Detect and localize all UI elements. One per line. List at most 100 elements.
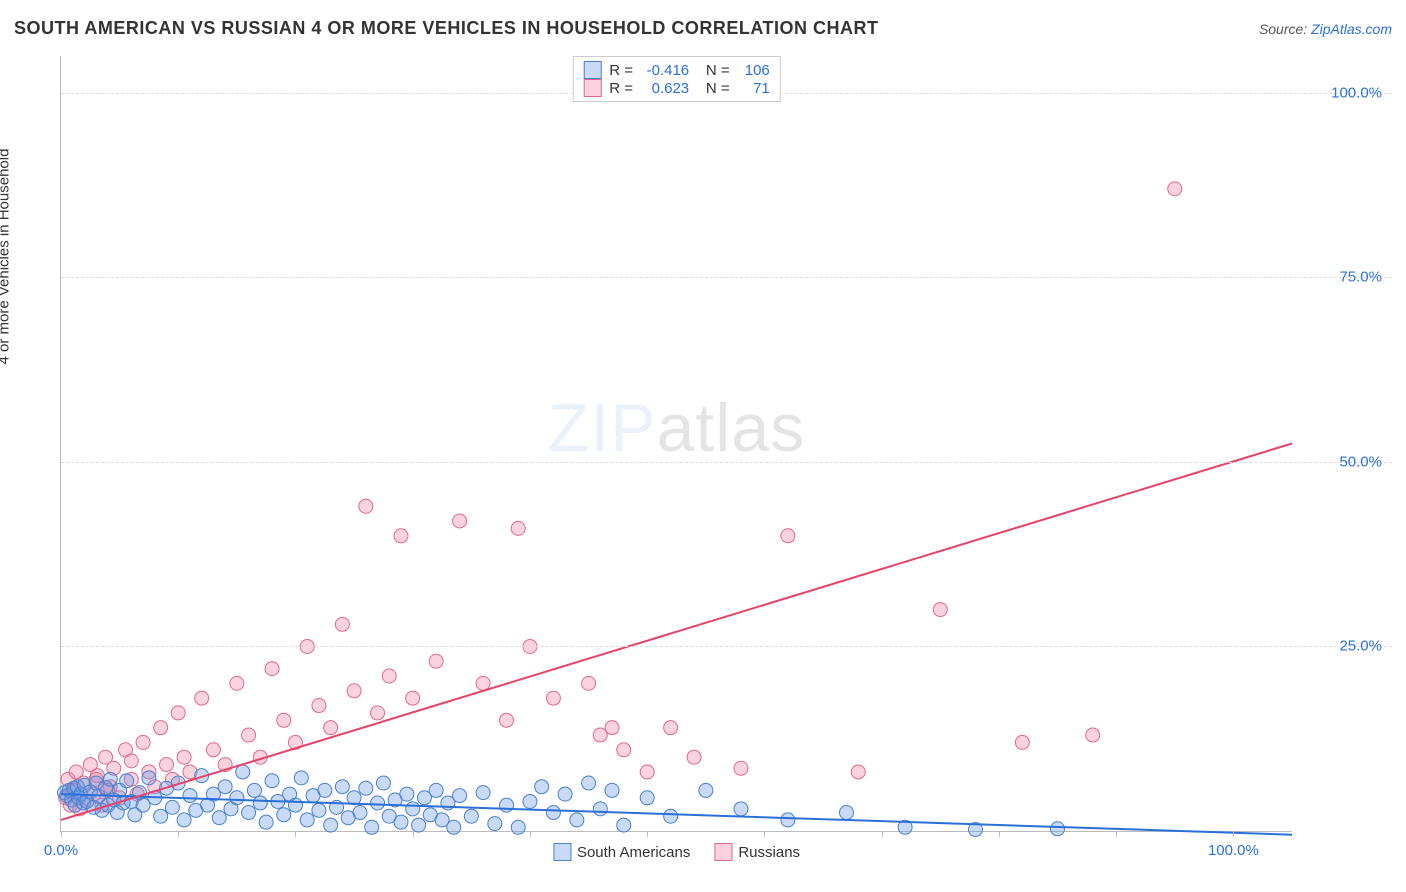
data-point: [242, 728, 256, 742]
source-prefix: Source:: [1259, 21, 1311, 37]
xtick: [61, 831, 62, 837]
data-point: [546, 691, 560, 705]
data-point: [429, 654, 443, 668]
ytick-label: 75.0%: [1339, 269, 1382, 286]
data-point: [453, 514, 467, 528]
gridline: [61, 277, 1392, 278]
data-point: [218, 780, 232, 794]
y-axis-label: 4 or more Vehicles in Household: [0, 149, 13, 365]
data-point: [1086, 728, 1100, 742]
data-point: [359, 781, 373, 795]
data-point: [582, 776, 596, 790]
legend-row-russians: R = 0.623 N = 71: [583, 79, 770, 97]
data-point: [476, 676, 490, 690]
data-point: [605, 721, 619, 735]
data-point: [335, 780, 349, 794]
data-point: [781, 529, 795, 543]
correlation-legend: R = -0.416 N = 106 R = 0.623 N = 71: [572, 56, 781, 102]
regression-line: [61, 444, 1292, 820]
data-point: [447, 820, 461, 834]
data-point: [103, 772, 117, 786]
data-point: [124, 754, 138, 768]
data-point: [253, 796, 267, 810]
xtick-label: 0.0%: [44, 842, 78, 859]
data-point: [1168, 182, 1182, 196]
data-point: [523, 794, 537, 808]
data-point: [265, 774, 279, 788]
data-point: [230, 791, 244, 805]
data-point: [154, 809, 168, 823]
data-point: [376, 776, 390, 790]
data-point: [171, 706, 185, 720]
data-point: [464, 809, 478, 823]
data-point: [640, 791, 654, 805]
data-point: [933, 603, 947, 617]
ytick-label: 25.0%: [1339, 638, 1382, 655]
chart-title: SOUTH AMERICAN VS RUSSIAN 4 OR MORE VEHI…: [14, 18, 879, 39]
swatch-russians: [583, 79, 601, 97]
data-point: [312, 699, 326, 713]
legend-item-russians: Russians: [714, 843, 800, 861]
data-point: [206, 743, 220, 757]
source-link[interactable]: ZipAtlas.com: [1311, 21, 1392, 37]
xtick: [882, 831, 883, 837]
data-point: [605, 783, 619, 797]
data-point: [511, 521, 525, 535]
data-point: [535, 780, 549, 794]
chart-container: 4 or more Vehicles in Household ZIPatlas…: [14, 50, 1392, 878]
data-point: [277, 713, 291, 727]
data-point: [546, 806, 560, 820]
data-point: [734, 761, 748, 775]
data-point: [324, 721, 338, 735]
data-point: [488, 817, 502, 831]
xtick: [764, 831, 765, 837]
swatch-south-americans-bottom: [553, 843, 571, 861]
data-point: [136, 735, 150, 749]
data-point: [406, 802, 420, 816]
gridline: [61, 646, 1392, 647]
xtick: [413, 831, 414, 837]
data-point: [294, 771, 308, 785]
scatter-svg: [61, 56, 1292, 831]
data-point: [277, 808, 291, 822]
data-point: [212, 811, 226, 825]
swatch-south-americans: [583, 61, 601, 79]
data-point: [324, 818, 338, 832]
xtick: [647, 831, 648, 837]
data-point: [687, 750, 701, 764]
xtick: [295, 831, 296, 837]
swatch-russians-bottom: [714, 843, 732, 861]
data-point: [400, 787, 414, 801]
data-point: [353, 806, 367, 820]
legend-label-sa: South Americans: [577, 844, 690, 861]
data-point: [664, 721, 678, 735]
data-point: [781, 813, 795, 827]
data-point: [265, 662, 279, 676]
data-point: [160, 758, 174, 772]
data-point: [312, 803, 326, 817]
xtick: [530, 831, 531, 837]
data-point: [558, 787, 572, 801]
data-point: [593, 802, 607, 816]
data-point: [195, 691, 209, 705]
plot-area: ZIPatlas R = -0.416 N = 106 R = 0.623: [60, 56, 1292, 832]
data-point: [365, 820, 379, 834]
data-point: [429, 783, 443, 797]
data-point: [371, 796, 385, 810]
data-point: [177, 750, 191, 764]
legend-row-south-americans: R = -0.416 N = 106: [583, 61, 770, 79]
data-point: [247, 783, 261, 797]
data-point: [570, 813, 584, 827]
legend-label-ru: Russians: [738, 844, 800, 861]
xtick: [999, 831, 1000, 837]
data-point: [300, 813, 314, 827]
data-point: [1051, 822, 1065, 836]
data-point: [734, 802, 748, 816]
r-stat-ru: R = 0.623 N = 71: [609, 80, 770, 97]
data-point: [183, 789, 197, 803]
data-point: [382, 669, 396, 683]
data-point: [259, 815, 273, 829]
data-point: [851, 765, 865, 779]
data-point: [500, 798, 514, 812]
data-point: [511, 820, 525, 834]
